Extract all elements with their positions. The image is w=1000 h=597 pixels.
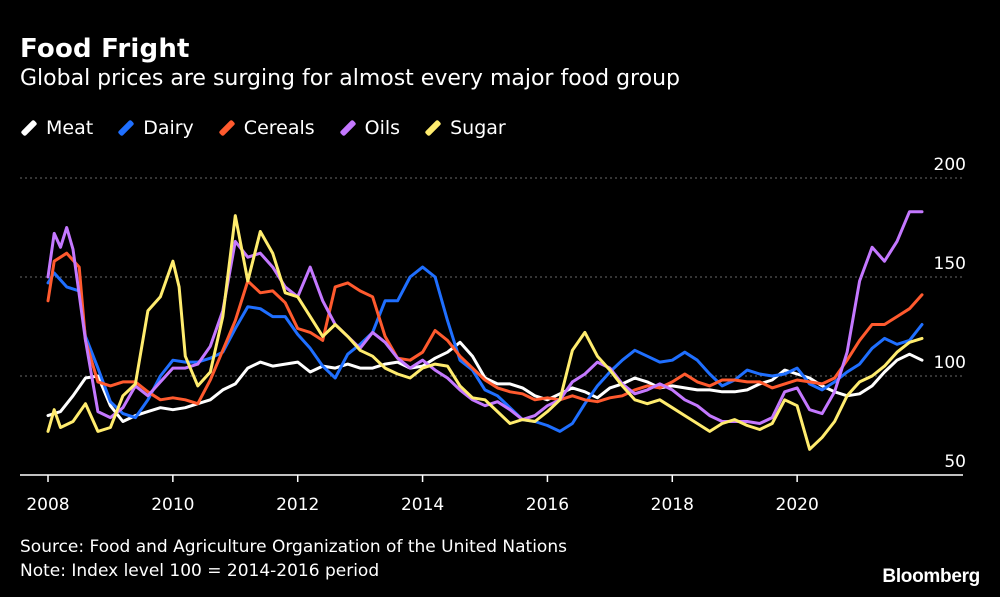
- x-tick-label-2020: 2020: [776, 495, 819, 515]
- index-note: Note: Index level 100 = 2014-2016 period: [20, 561, 380, 581]
- legend-label-dairy: Dairy: [143, 117, 194, 139]
- bloomberg-logo: Bloomberg: [882, 566, 980, 587]
- chart-title: Food Fright: [20, 34, 190, 64]
- legend-label-meat: Meat: [46, 117, 94, 139]
- legend-item-dairy: Dairy: [117, 117, 194, 139]
- axis-layer: [20, 474, 963, 482]
- legend-item-sugar: Sugar: [424, 117, 506, 139]
- legend-item-meat: Meat: [20, 117, 93, 139]
- x-tick-label-2010: 2010: [151, 495, 194, 515]
- chart-legend: Meat Dairy Cereals Oils Sugar: [20, 117, 530, 139]
- x-tick-label-2008: 2008: [26, 495, 69, 515]
- series-layer: [46, 210, 924, 451]
- legend-label-cereals: Cereals: [243, 117, 315, 139]
- source-note: Source: Food and Agriculture Organizatio…: [20, 537, 567, 557]
- y-tick-label-100: 100: [934, 353, 966, 373]
- series-line-dairy: [46, 265, 924, 433]
- x-tick-label-2016: 2016: [526, 495, 569, 515]
- x-tick-label-2018: 2018: [651, 495, 694, 515]
- y-tick-label-150: 150: [934, 254, 966, 274]
- x-tick-label-2014: 2014: [401, 495, 444, 515]
- legend-item-oils: Oils: [339, 117, 400, 139]
- series-line-oils: [46, 210, 924, 425]
- series-line-sugar: [46, 214, 924, 451]
- label-layer: 2008 2010 2012 2014 2016 2018 2020 50 100 150 200: [26, 155, 966, 515]
- chart-subtitle: Global prices are surging for almost eve…: [20, 66, 680, 91]
- legend-label-oils: Oils: [364, 117, 401, 139]
- y-tick-label-200: 200: [934, 155, 966, 175]
- y-tick-label-50: 50: [944, 452, 966, 472]
- x-tick-label-2012: 2012: [276, 495, 319, 515]
- grid-layer: [20, 177, 963, 377]
- legend-item-cereals: Cereals: [218, 117, 315, 139]
- legend-label-sugar: Sugar: [450, 117, 506, 139]
- series-line-cereals: [46, 251, 924, 406]
